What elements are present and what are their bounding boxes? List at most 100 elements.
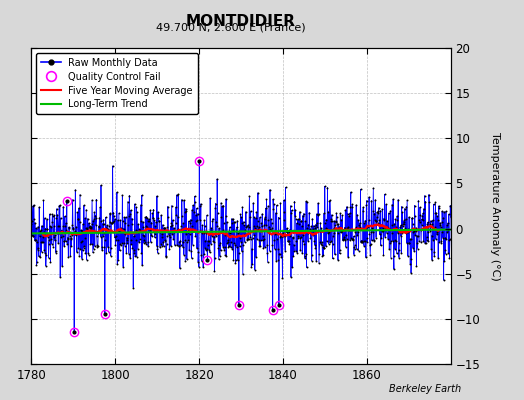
Point xyxy=(210,238,218,245)
Point xyxy=(410,248,418,254)
Point xyxy=(90,215,98,222)
Point xyxy=(258,211,266,217)
Point xyxy=(156,229,164,235)
Point xyxy=(36,233,44,239)
Point xyxy=(321,225,330,232)
Point xyxy=(402,204,410,210)
Point xyxy=(74,215,82,222)
Point xyxy=(282,229,291,235)
Point xyxy=(321,220,330,226)
Point xyxy=(405,239,413,246)
Point xyxy=(131,253,139,260)
Point xyxy=(199,264,208,270)
Point xyxy=(307,229,315,236)
Point xyxy=(259,233,267,240)
Point xyxy=(280,233,289,240)
Point xyxy=(186,226,194,233)
Point xyxy=(427,246,435,252)
Point xyxy=(119,264,127,270)
Point xyxy=(288,207,296,214)
Point xyxy=(187,248,195,254)
Point xyxy=(201,245,209,251)
Point xyxy=(140,232,148,239)
Point xyxy=(261,205,270,212)
Point xyxy=(226,244,235,250)
Point xyxy=(34,224,42,230)
Point xyxy=(137,250,146,256)
Point xyxy=(118,218,127,224)
Point xyxy=(313,224,322,230)
Point xyxy=(62,227,71,234)
Point xyxy=(39,197,48,204)
Point xyxy=(160,224,168,231)
Point xyxy=(154,209,162,215)
Point xyxy=(329,255,337,262)
Point xyxy=(231,260,239,266)
Point xyxy=(353,246,361,252)
Point xyxy=(110,212,118,219)
Point xyxy=(350,244,358,250)
Point xyxy=(275,302,283,308)
Point xyxy=(356,220,364,226)
Point xyxy=(253,223,261,229)
Point xyxy=(73,216,82,222)
Point xyxy=(219,243,227,250)
Point xyxy=(171,220,180,226)
Point xyxy=(433,231,441,238)
Point xyxy=(140,237,149,244)
Point xyxy=(285,229,293,235)
Point xyxy=(40,229,48,236)
Point xyxy=(421,240,429,246)
Point xyxy=(42,252,50,258)
Point xyxy=(242,231,250,238)
Point xyxy=(209,216,217,222)
Point xyxy=(147,232,156,238)
Point xyxy=(162,253,170,259)
Point xyxy=(161,225,170,231)
Point xyxy=(416,218,424,225)
Point xyxy=(425,198,433,205)
Point xyxy=(362,254,370,261)
Point xyxy=(41,250,49,256)
Point xyxy=(336,229,345,235)
Point xyxy=(225,243,233,249)
Point xyxy=(133,209,141,215)
Point xyxy=(320,210,328,217)
Point xyxy=(195,158,203,164)
Point xyxy=(424,191,433,198)
Point xyxy=(46,259,54,266)
Point xyxy=(189,242,197,248)
Point xyxy=(365,217,373,223)
Point xyxy=(104,226,112,232)
Point xyxy=(78,238,86,244)
Point xyxy=(441,247,450,254)
Point xyxy=(220,219,228,226)
Point xyxy=(324,240,333,247)
Point xyxy=(337,228,346,234)
Point xyxy=(103,222,112,229)
Point xyxy=(399,218,408,225)
Point xyxy=(414,233,422,239)
Point xyxy=(138,262,146,269)
Point xyxy=(106,210,114,217)
Point xyxy=(45,241,53,248)
Point xyxy=(223,240,232,246)
Point xyxy=(393,217,401,224)
Point xyxy=(433,213,442,219)
Point xyxy=(130,201,139,207)
Point xyxy=(83,226,91,232)
Point xyxy=(385,246,394,252)
Point xyxy=(390,266,398,272)
Point xyxy=(61,213,69,220)
Point xyxy=(121,231,129,237)
Point xyxy=(384,225,392,232)
Point xyxy=(62,198,71,205)
Point xyxy=(230,257,238,264)
Point xyxy=(390,221,398,227)
Point xyxy=(182,208,191,214)
Point xyxy=(211,200,220,207)
Point xyxy=(88,241,96,248)
Point xyxy=(422,236,431,243)
Point xyxy=(330,230,338,236)
Point xyxy=(434,255,442,262)
